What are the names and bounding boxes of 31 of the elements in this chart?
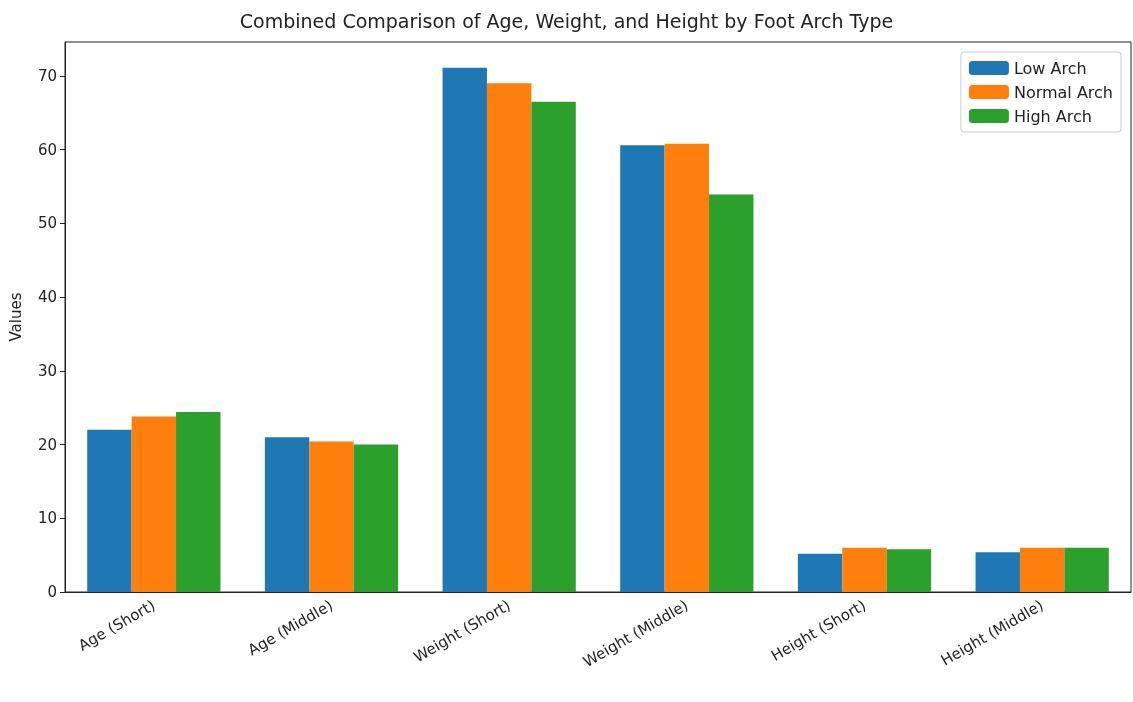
bar [531, 101, 576, 592]
bar [353, 444, 399, 592]
y-tick-label: 40 [37, 288, 57, 307]
y-tick-label: 70 [37, 66, 57, 85]
y-tick-label: 30 [37, 361, 57, 380]
bar [842, 547, 887, 592]
bar [87, 429, 132, 592]
bar [620, 145, 665, 592]
y-tick-label: 20 [37, 435, 57, 454]
y-tick-label: 60 [37, 140, 57, 159]
bar [309, 441, 354, 592]
bar [131, 416, 177, 592]
bar [1019, 547, 1065, 592]
bar [797, 553, 843, 592]
legend-label: Low Arch [1013, 58, 1087, 78]
bar [176, 412, 221, 592]
y-tick-label: 50 [37, 214, 57, 233]
legend-label: High Arch [1013, 106, 1092, 126]
bar [664, 143, 710, 592]
bar [975, 552, 1020, 592]
y-tick-label: 10 [37, 509, 57, 528]
y-tick-label: 0 [47, 583, 57, 601]
bar [709, 194, 754, 592]
bar [486, 83, 532, 592]
bar [1064, 547, 1109, 592]
bar [886, 549, 932, 592]
bar [442, 67, 487, 592]
legend-label: Normal Arch [1013, 82, 1114, 102]
y-axis-title: Values [6, 292, 25, 342]
bar [264, 437, 310, 592]
chart-title: Combined Comparison of Age, Weight, and Height by Foot Arch Type [239, 9, 894, 32]
